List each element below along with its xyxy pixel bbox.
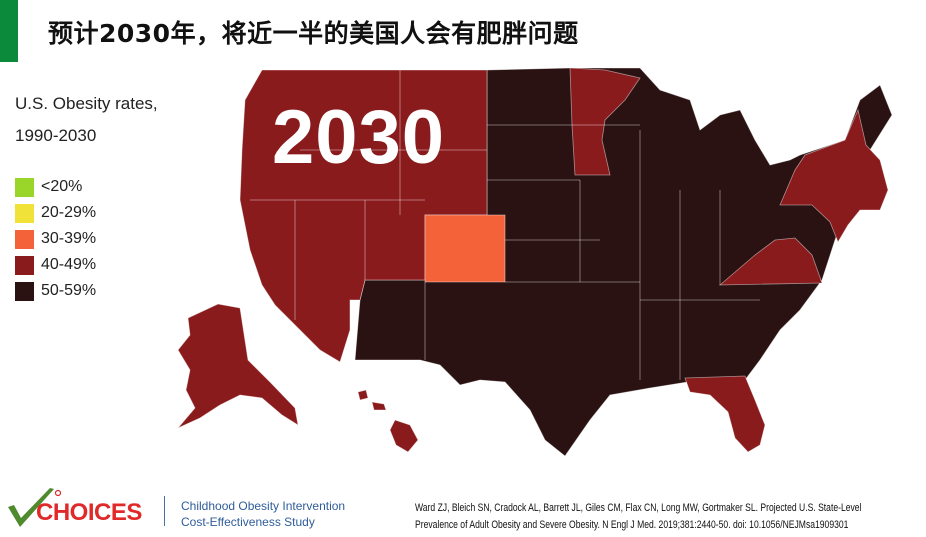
accent-bar	[0, 0, 18, 62]
legend-swatch	[15, 177, 34, 197]
map-year-label: 2030	[272, 95, 446, 180]
legend-swatch	[15, 203, 34, 223]
legend-label: 30-39%	[41, 230, 97, 247]
legend-item: 50-59%	[15, 278, 96, 304]
state-hawaii-islands	[371, 401, 387, 411]
citation: Ward ZJ, Bleich SN, Cradock AL, Barrett …	[415, 500, 861, 534]
legend-label: 20-29%	[41, 204, 97, 221]
state-minnesota	[569, 67, 641, 176]
legend-label: 50-59%	[41, 282, 97, 299]
legend-item: 40-49%	[15, 252, 96, 278]
legend-item: <20%	[15, 174, 96, 200]
study-name: Childhood Obesity Intervention Cost-Effe…	[181, 498, 345, 530]
state-hawaii-islands	[357, 389, 369, 401]
legend-label: <20%	[41, 178, 83, 195]
state-virginia	[718, 237, 823, 286]
legend-swatch	[15, 281, 34, 301]
legend-swatch	[15, 229, 34, 249]
citation-line1: Ward ZJ, Bleich SN, Cradock AL, Barrett …	[415, 502, 862, 514]
slide-title: 预计2030年，将近一半的美国人会有肥胖问题	[48, 19, 579, 48]
region-40-49-northeast	[779, 108, 889, 243]
legend-item: 30-39%	[15, 226, 96, 252]
study-line2: Cost-Effectiveness Study	[181, 515, 315, 529]
legend-title: U.S. Obesity rates, 1990-2030	[15, 88, 158, 152]
legend: <20% 20-29% 30-39% 40-49% 50-59%	[15, 174, 96, 304]
legend-title-line1: U.S. Obesity rates,	[15, 94, 158, 113]
legend-title-line2: 1990-2030	[15, 126, 97, 145]
legend-swatch	[15, 255, 34, 275]
legend-item: 20-29%	[15, 200, 96, 226]
choices-checkmark-icon	[8, 488, 62, 527]
study-line1: Childhood Obesity Intervention	[181, 499, 346, 513]
choices-logo: CHOICES	[36, 499, 142, 526]
region-50-59	[354, 67, 893, 457]
state-colorado	[424, 214, 506, 283]
state-hawaii	[389, 419, 419, 453]
state-alaska	[177, 303, 299, 429]
state-florida	[684, 375, 766, 453]
citation-line2: Prevalence of Adult Obesity and Severe O…	[415, 519, 849, 531]
legend-label: 40-49%	[41, 256, 97, 273]
footer-divider	[164, 496, 165, 526]
